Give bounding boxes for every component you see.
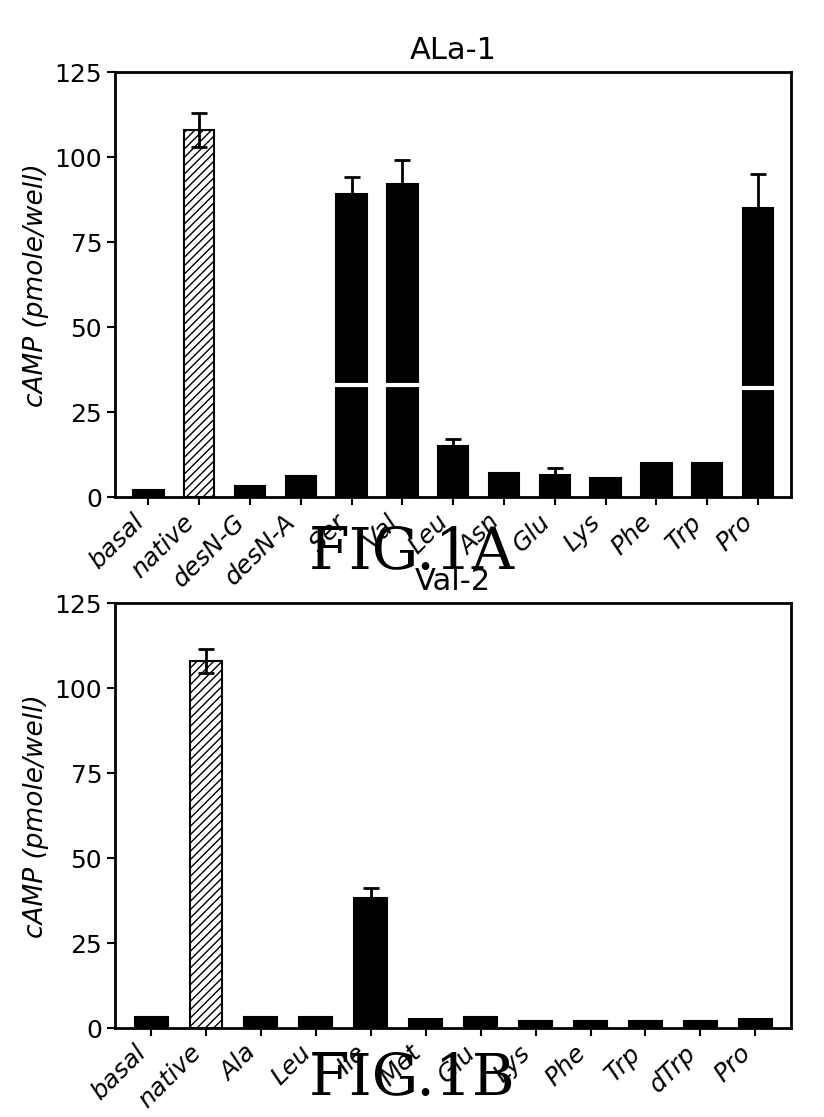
Bar — [133, 490, 164, 497]
Bar — [299, 1018, 332, 1028]
Bar — [692, 464, 723, 497]
Y-axis label: cAMP (pmole/well): cAMP (pmole/well) — [23, 163, 49, 407]
Bar — [134, 1018, 167, 1028]
Bar — [641, 464, 672, 497]
Text: FIG.1A: FIG.1A — [309, 525, 515, 581]
Bar — [438, 446, 468, 497]
Bar — [336, 194, 367, 497]
Bar — [464, 1018, 497, 1028]
Bar — [184, 131, 214, 497]
Text: FIG.1B: FIG.1B — [309, 1050, 515, 1106]
Bar — [519, 1021, 552, 1028]
Title: ALa-1: ALa-1 — [410, 36, 497, 65]
Bar — [354, 898, 387, 1028]
Bar — [235, 487, 265, 497]
Y-axis label: cAMP (pmole/well): cAMP (pmole/well) — [23, 694, 49, 937]
Bar — [684, 1021, 717, 1028]
Bar — [739, 1019, 772, 1028]
Bar — [286, 477, 316, 497]
Bar — [540, 475, 570, 497]
Bar — [590, 478, 620, 497]
Bar — [629, 1021, 662, 1028]
Bar — [190, 661, 222, 1028]
Bar — [489, 474, 519, 497]
Bar — [387, 184, 418, 497]
Title: Val-2: Val-2 — [415, 566, 491, 595]
Bar — [574, 1021, 607, 1028]
Bar — [245, 1018, 278, 1028]
Bar — [742, 209, 773, 497]
Bar — [410, 1019, 442, 1028]
